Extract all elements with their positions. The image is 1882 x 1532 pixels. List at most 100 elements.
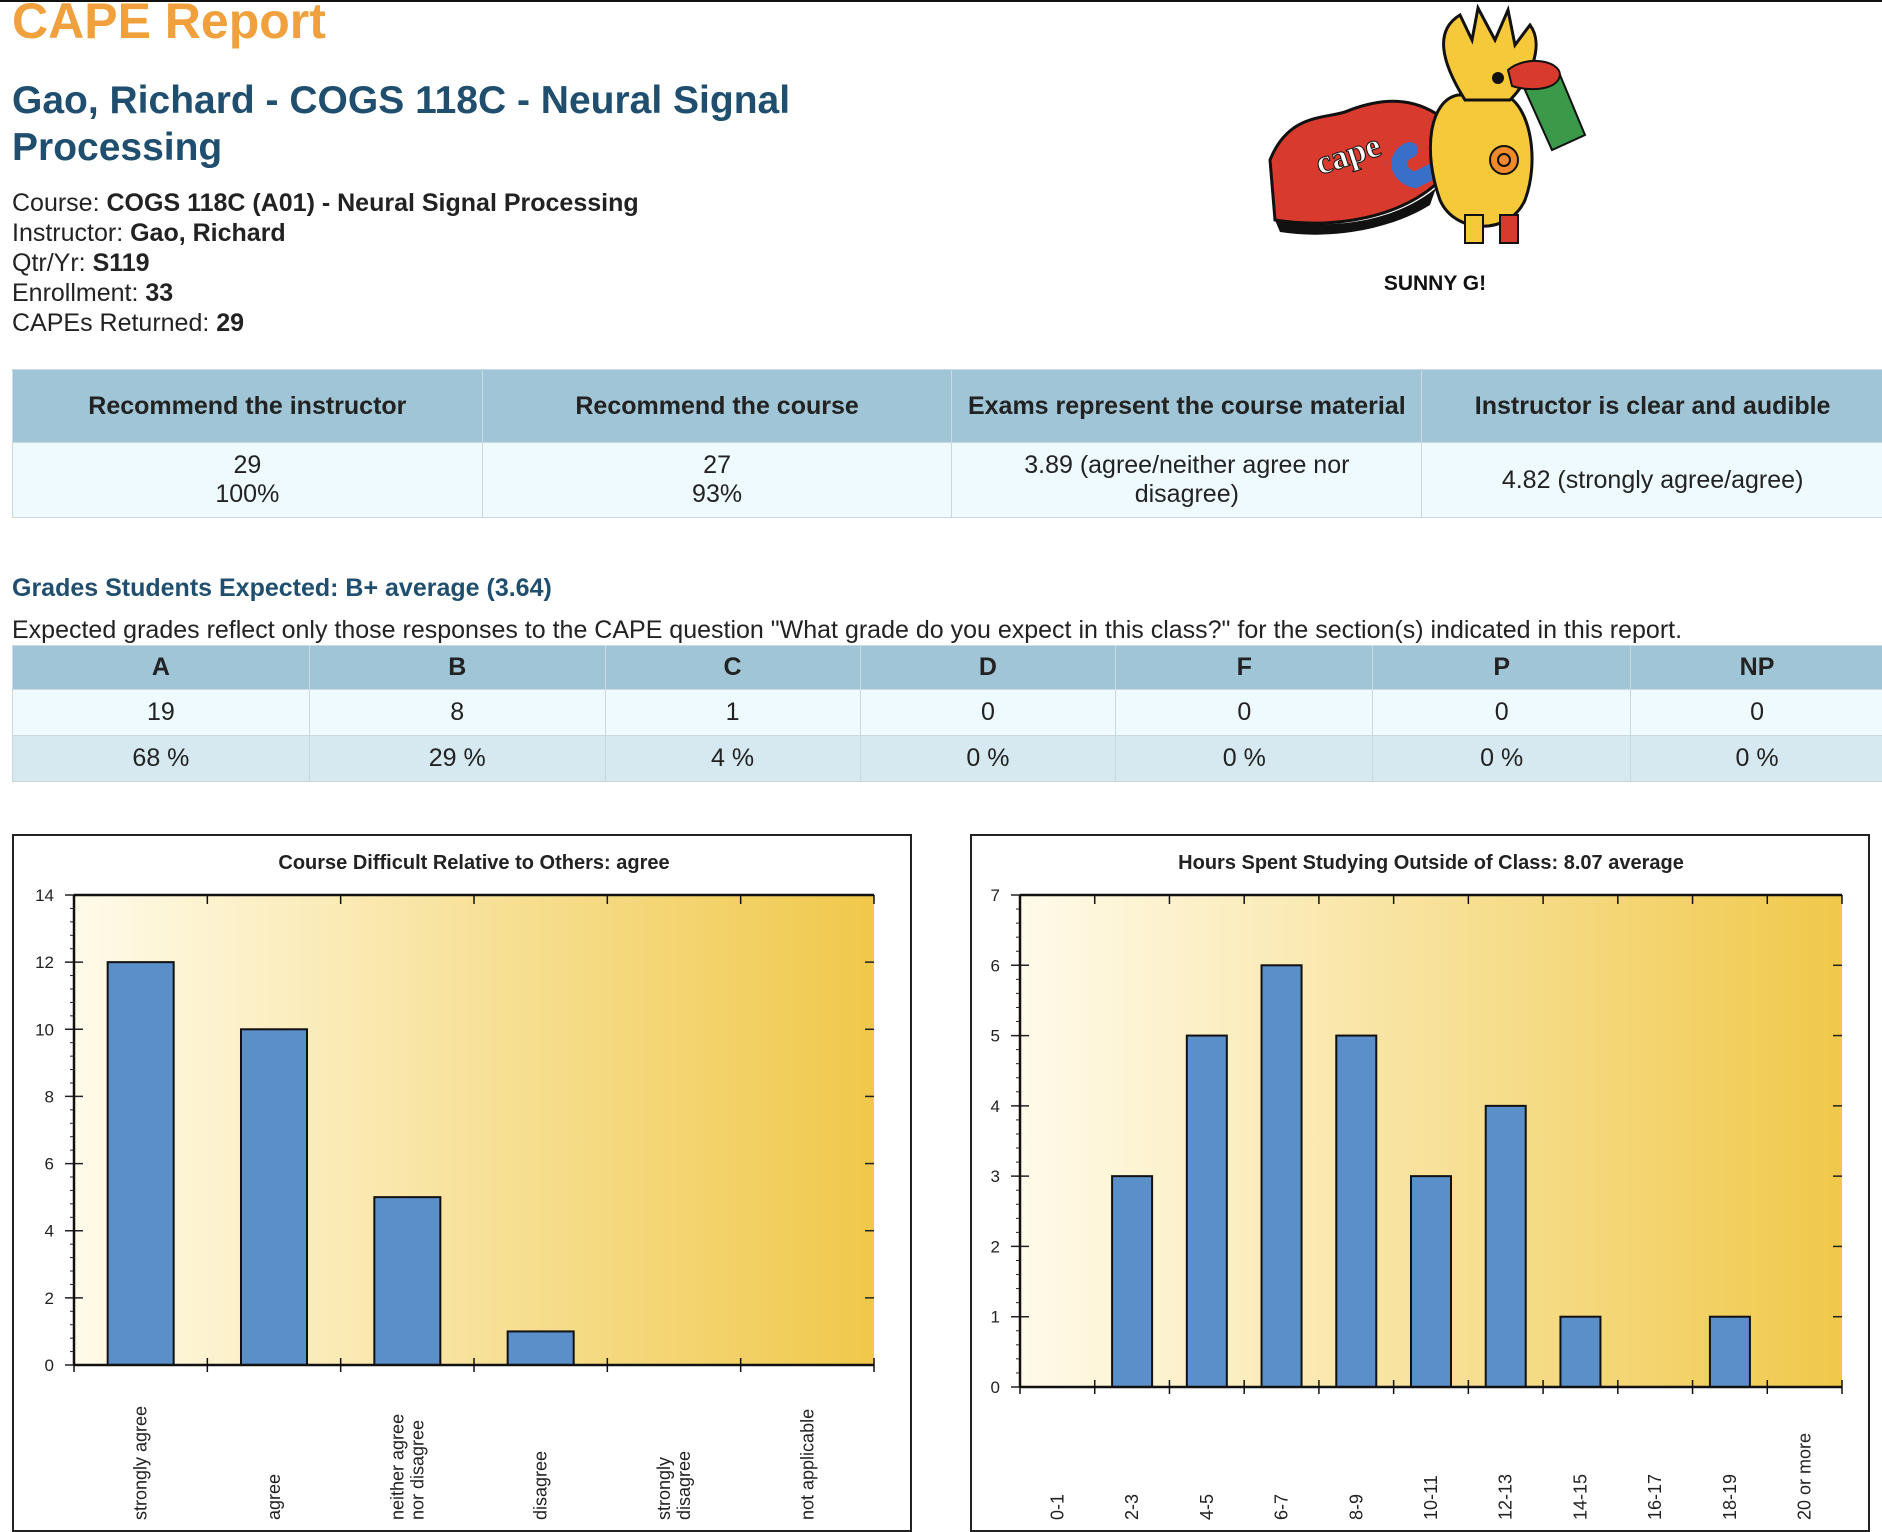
- x-label-20-or-more: 20 or more: [1795, 1433, 1815, 1520]
- course-meta: Course: COGS 118C (A01) - Neural Signal …: [12, 188, 639, 338]
- summary-exams-cell: 3.89 (agree/neither agree nor disagree): [951, 442, 1423, 518]
- meta-qtr: Qtr/Yr: S119: [12, 248, 639, 278]
- meta-instructor-label: Instructor:: [12, 219, 124, 247]
- study-hours-chart-svg: Hours Spent Studying Outside of Class: 8…: [991, 852, 1843, 1520]
- grade-count-np: 0: [1630, 689, 1882, 736]
- grade-header-np: NP: [1630, 645, 1882, 690]
- y-tick-label: 7: [991, 886, 1000, 905]
- x-tick-label: 14-15: [1570, 1474, 1590, 1520]
- study-hours-chart: Hours Spent Studying Outside of Class: 8…: [970, 834, 1870, 1532]
- y-tick-label: 3: [991, 1167, 1000, 1186]
- grade-header-f: F: [1115, 645, 1374, 690]
- x-tick-label: neither agree: [387, 1414, 407, 1520]
- grade-count-b: 8: [308, 689, 606, 736]
- x-tick-label: 4-5: [1197, 1494, 1217, 1520]
- bar-18-19: [1708, 1315, 1751, 1389]
- grade-count-d: 0: [859, 689, 1117, 736]
- x-label-neither-agree-nor-disagree: neither agree nor disagree: [387, 1414, 427, 1520]
- bar-14-15: [1559, 1315, 1602, 1389]
- y-tick-label: 8: [45, 1087, 54, 1106]
- mascot-caption: SUNNY G!: [1383, 272, 1487, 295]
- grade-percent-a: 68 %: [12, 735, 310, 782]
- report-title: CAPE Report: [12, 0, 326, 49]
- summary-clear-audible-value: 4.82 (strongly agree/agree): [1501, 465, 1804, 494]
- grade-percent-np: 0 %: [1630, 735, 1882, 782]
- chart-title: Hours Spent Studying Outside of Class: 8…: [1178, 852, 1684, 874]
- bar-neither-agree-nor-disagree: [373, 1196, 442, 1366]
- grades-count-row: 19 8 1 0 0 0 0: [12, 689, 1882, 736]
- y-tick-label: 4: [991, 1097, 1000, 1116]
- bar-4-5: [1185, 1034, 1228, 1388]
- grade-percent-c: 4 %: [604, 735, 861, 782]
- x-tick-label: agree: [264, 1474, 284, 1520]
- bar-2-3: [1111, 1175, 1154, 1388]
- x-tick-label: disagree: [531, 1451, 551, 1520]
- bar-6-7: [1260, 964, 1303, 1389]
- x-label-16-17: 16-17: [1645, 1474, 1665, 1520]
- grade-header-b: B: [308, 645, 606, 690]
- x-label-not-applicable: not applicable: [797, 1409, 817, 1520]
- summary-clear-audible-cell: 4.82 (strongly agree/agree): [1421, 442, 1882, 518]
- grade-percent-f: 0 %: [1115, 735, 1374, 782]
- grades-note: Expected grades reflect only those respo…: [12, 616, 1683, 644]
- meta-returned-value: 29: [216, 309, 245, 337]
- x-tick-label: 20 or more: [1795, 1433, 1815, 1520]
- x-tick-label: 12-13: [1496, 1474, 1516, 1520]
- x-tick-label: nor disagree: [407, 1420, 427, 1520]
- x-tick-label: 0-1: [1047, 1494, 1067, 1520]
- course-title: Gao, Richard - COGS 118C - Neural Signal…: [12, 79, 791, 169]
- summary-header-recommend-instructor: Recommend the instructor: [12, 369, 483, 443]
- x-tick-label: not applicable: [797, 1409, 817, 1520]
- summary-recommend-instructor-percent: 100%: [215, 480, 280, 508]
- summary-header-recommend-course: Recommend the course: [481, 369, 953, 443]
- bar-10-11: [1410, 1175, 1452, 1388]
- grade-count-c: 1: [604, 689, 861, 736]
- grades-header-row: A B C D F P NP: [12, 645, 1882, 690]
- summary-recommend-course-cell: 27 93%: [481, 442, 953, 518]
- y-tick-label: 4: [45, 1222, 54, 1241]
- meta-course-label: Course:: [12, 189, 100, 217]
- difficulty-chart: Course Difficult Relative to Others: agr…: [12, 834, 912, 1532]
- x-tick-label: 2-3: [1122, 1494, 1142, 1520]
- summary-table: Recommend the instructor Recommend the c…: [12, 369, 1882, 518]
- x-label-agree: agree: [264, 1474, 284, 1520]
- difficulty-chart-svg: Course Difficult Relative to Others: agr…: [35, 852, 875, 1520]
- meta-instructor-value: Gao, Richard: [130, 219, 286, 247]
- meta-enrollment-value: 33: [145, 279, 174, 307]
- x-label-6-7: 6-7: [1272, 1494, 1292, 1520]
- x-label-18-19: 18-19: [1720, 1474, 1740, 1520]
- bar-12-13: [1484, 1104, 1527, 1388]
- summary-header-clear-audible: Instructor is clear and audible: [1421, 369, 1882, 443]
- grade-count-p: 0: [1372, 689, 1632, 736]
- sunny-g-mascot: cape: [1268, 3, 1587, 244]
- y-tick-label: 0: [45, 1356, 54, 1375]
- grade-header-c: C: [604, 645, 861, 690]
- bar-8-9: [1335, 1034, 1378, 1388]
- x-label-strongly-disagree: strongly disagree: [654, 1451, 694, 1520]
- summary-value-row: 29 100% 27 93% 3.89 (agree/neither agree n…: [12, 442, 1882, 518]
- x-tick-label: strongly: [654, 1457, 674, 1520]
- meta-instructor: Instructor: Gao, Richard: [12, 218, 639, 248]
- meta-enrollment: Enrollment: 33: [12, 278, 639, 308]
- x-label-disagree: disagree: [531, 1451, 551, 1520]
- y-tick-label: 0: [991, 1378, 1000, 1397]
- meta-qtr-value: S119: [92, 249, 150, 277]
- x-tick-label: 10-11: [1421, 1475, 1441, 1520]
- x-label-12-13: 12-13: [1496, 1474, 1516, 1520]
- meta-returned-label: CAPEs Returned:: [12, 309, 210, 337]
- x-tick-label: 16-17: [1645, 1474, 1665, 1520]
- x-label-8-9: 8-9: [1346, 1494, 1366, 1520]
- x-tick-label: strongly agree: [131, 1406, 151, 1520]
- y-tick-label: 5: [991, 1027, 1000, 1046]
- grade-percent-d: 0 %: [859, 735, 1117, 782]
- x-tick-label: 8-9: [1346, 1494, 1366, 1520]
- bar-agree: [240, 1028, 308, 1367]
- grade-count-a: 19: [12, 689, 310, 736]
- x-tick-label: disagree: [674, 1451, 694, 1520]
- summary-recommend-instructor-cell: 29 100%: [12, 442, 483, 518]
- y-tick-label: 1: [991, 1308, 1000, 1327]
- grade-header-d: D: [859, 645, 1117, 690]
- grade-header-a: A: [12, 645, 310, 690]
- y-tick-label: 2: [45, 1289, 54, 1308]
- y-tick-label: 6: [45, 1155, 54, 1174]
